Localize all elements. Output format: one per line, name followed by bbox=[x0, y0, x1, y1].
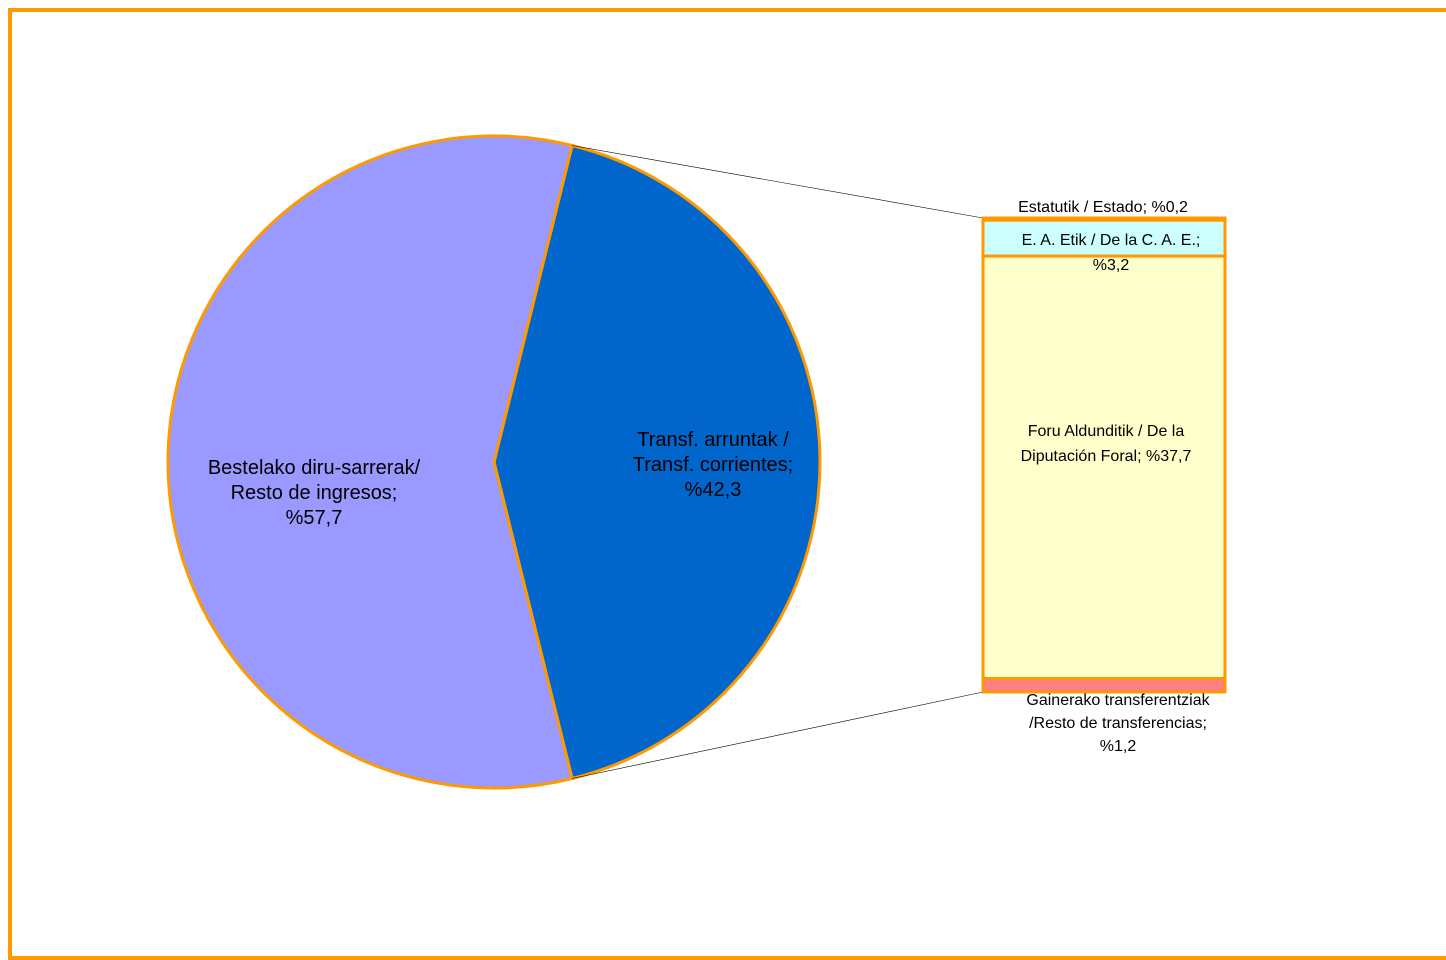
bar-label-rest: Gainerako transferentziak/Resto de trans… bbox=[1026, 692, 1210, 755]
bar-label-state: Estatutik / Estado; %0,2 bbox=[1018, 199, 1188, 216]
bar-label-foral: Foru Aldunditik / De la Diputación Foral;… bbox=[1021, 423, 1192, 465]
connector-line-top bbox=[572, 145, 984, 219]
connector-line-bottom bbox=[572, 691, 984, 779]
bar-label-cae: E. A. Etik / De la C. A. E.; %3,2 bbox=[1022, 232, 1201, 274]
pie-slice-transfers bbox=[492, 143, 822, 781]
pie-label-transfers: Transf. arruntak / Transf. corrientes; %42… bbox=[633, 429, 793, 501]
pie-slice-other-income bbox=[166, 134, 574, 790]
bar-segment-3 bbox=[981, 677, 1227, 694]
pie-label-other-income: Bestelako diru-sarrerak/Resto de ingreso… bbox=[208, 457, 421, 529]
bar-segment-2 bbox=[981, 254, 1227, 681]
bar-segment-1 bbox=[981, 218, 1227, 258]
